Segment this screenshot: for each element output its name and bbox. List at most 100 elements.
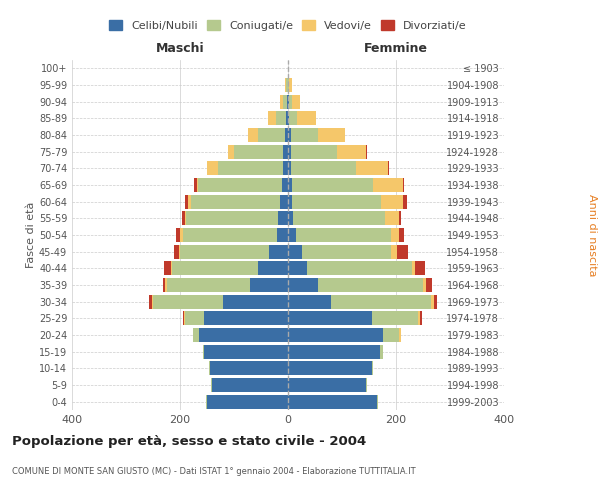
- Bar: [307, 261, 412, 276]
- Bar: [185, 311, 204, 326]
- Bar: [366, 378, 367, 392]
- Bar: [431, 294, 434, 308]
- Bar: [171, 261, 172, 276]
- Bar: [337, 144, 366, 159]
- Bar: [415, 261, 425, 276]
- Bar: [194, 178, 197, 192]
- Bar: [218, 162, 283, 175]
- Bar: [288, 344, 380, 359]
- Bar: [398, 211, 401, 226]
- Bar: [318, 128, 344, 142]
- Bar: [372, 361, 373, 376]
- Bar: [188, 194, 191, 209]
- Legend: Celibi/Nubili, Coniugati/e, Vedovi/e, Divorziati/e: Celibi/Nubili, Coniugati/e, Vedovi/e, Di…: [106, 16, 470, 34]
- Bar: [377, 394, 378, 409]
- Bar: [184, 311, 185, 326]
- Bar: [207, 394, 288, 409]
- Bar: [268, 112, 276, 126]
- Bar: [204, 311, 288, 326]
- Bar: [259, 261, 288, 276]
- Bar: [179, 244, 180, 259]
- Bar: [302, 244, 391, 259]
- Bar: [283, 94, 287, 109]
- Bar: [182, 211, 185, 226]
- Bar: [180, 228, 182, 242]
- Bar: [286, 112, 288, 126]
- Bar: [292, 178, 373, 192]
- Bar: [423, 278, 426, 292]
- Bar: [288, 311, 372, 326]
- Bar: [290, 128, 318, 142]
- Bar: [288, 211, 293, 226]
- Bar: [288, 144, 290, 159]
- Bar: [283, 162, 288, 175]
- Bar: [152, 294, 153, 308]
- Bar: [197, 178, 198, 192]
- Bar: [355, 162, 388, 175]
- Bar: [176, 228, 180, 242]
- Bar: [207, 162, 218, 175]
- Bar: [191, 194, 280, 209]
- Bar: [280, 194, 288, 209]
- Bar: [288, 94, 289, 109]
- Bar: [297, 112, 316, 126]
- Bar: [398, 228, 404, 242]
- Bar: [199, 328, 288, 342]
- Bar: [278, 211, 288, 226]
- Bar: [276, 112, 286, 126]
- Bar: [388, 162, 389, 175]
- Bar: [385, 211, 398, 226]
- Bar: [289, 94, 292, 109]
- Bar: [283, 144, 288, 159]
- Bar: [287, 94, 288, 109]
- Bar: [288, 278, 318, 292]
- Bar: [288, 162, 290, 175]
- Bar: [366, 144, 367, 159]
- Bar: [288, 128, 290, 142]
- Bar: [288, 261, 307, 276]
- Bar: [153, 294, 223, 308]
- Bar: [166, 278, 167, 292]
- Bar: [372, 311, 418, 326]
- Bar: [403, 178, 404, 192]
- Bar: [269, 244, 288, 259]
- Bar: [173, 244, 179, 259]
- Bar: [288, 328, 383, 342]
- Bar: [227, 144, 234, 159]
- Bar: [288, 178, 292, 192]
- Text: Femmine: Femmine: [364, 42, 428, 55]
- Bar: [277, 228, 288, 242]
- Bar: [412, 261, 415, 276]
- Bar: [288, 244, 302, 259]
- Bar: [164, 261, 171, 276]
- Bar: [288, 112, 289, 126]
- Bar: [185, 194, 188, 209]
- Bar: [193, 328, 199, 342]
- Bar: [288, 378, 366, 392]
- Bar: [288, 194, 292, 209]
- Bar: [234, 144, 283, 159]
- Bar: [391, 228, 399, 242]
- Bar: [281, 178, 288, 192]
- Bar: [296, 228, 391, 242]
- Bar: [167, 278, 250, 292]
- Bar: [288, 228, 296, 242]
- Bar: [403, 194, 407, 209]
- Bar: [149, 294, 152, 308]
- Text: COMUNE DI MONTE SAN GIUSTO (MC) - Dati ISTAT 1° gennaio 2004 - Elaborazione TUTT: COMUNE DI MONTE SAN GIUSTO (MC) - Dati I…: [12, 468, 416, 476]
- Bar: [380, 344, 383, 359]
- Bar: [434, 294, 437, 308]
- Bar: [163, 278, 166, 292]
- Bar: [289, 78, 292, 92]
- Bar: [418, 311, 420, 326]
- Bar: [293, 211, 385, 226]
- Bar: [288, 394, 377, 409]
- Bar: [331, 294, 431, 308]
- Bar: [204, 344, 288, 359]
- Bar: [288, 361, 372, 376]
- Bar: [373, 178, 403, 192]
- Bar: [187, 211, 278, 226]
- Bar: [182, 311, 184, 326]
- Bar: [290, 162, 355, 175]
- Bar: [198, 178, 281, 192]
